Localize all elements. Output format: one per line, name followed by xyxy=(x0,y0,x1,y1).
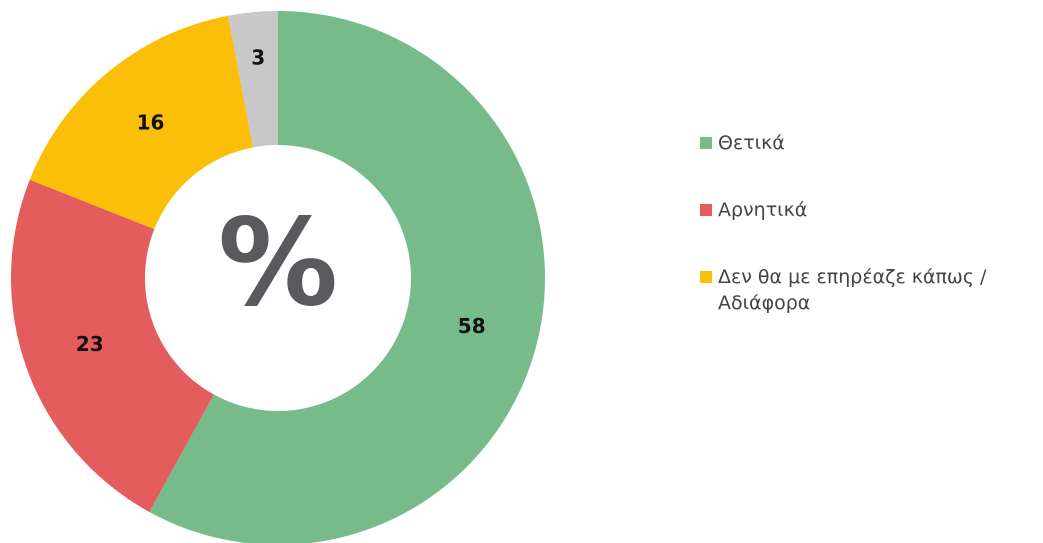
data-label: 58 xyxy=(458,314,486,338)
data-label: 23 xyxy=(76,332,104,356)
slice xyxy=(227,11,278,148)
data-label: 16 xyxy=(137,110,165,134)
slice xyxy=(149,11,545,543)
legend-swatch xyxy=(700,271,712,283)
legend-swatch xyxy=(700,204,712,216)
legend-entry: Δεν θα με επηρέαζε κάπως / Αδιάφορα xyxy=(700,264,1040,316)
data-label: 3 xyxy=(251,45,265,69)
legend-entry: Αρνητικά xyxy=(700,197,1040,223)
legend-swatch xyxy=(700,137,712,149)
slice xyxy=(29,15,254,230)
center-label: % xyxy=(218,195,338,334)
chart: % 58 23 16 3 xyxy=(10,11,545,543)
slice xyxy=(10,179,214,512)
slices xyxy=(10,11,545,543)
legend-entry: Θετικά xyxy=(700,130,1040,156)
legend-label: Δεν θα με επηρέαζε κάπως / Αδιάφορα xyxy=(718,266,987,314)
legend-label: Αρνητικά xyxy=(718,199,808,221)
legend-label: Θετικά xyxy=(718,132,785,154)
